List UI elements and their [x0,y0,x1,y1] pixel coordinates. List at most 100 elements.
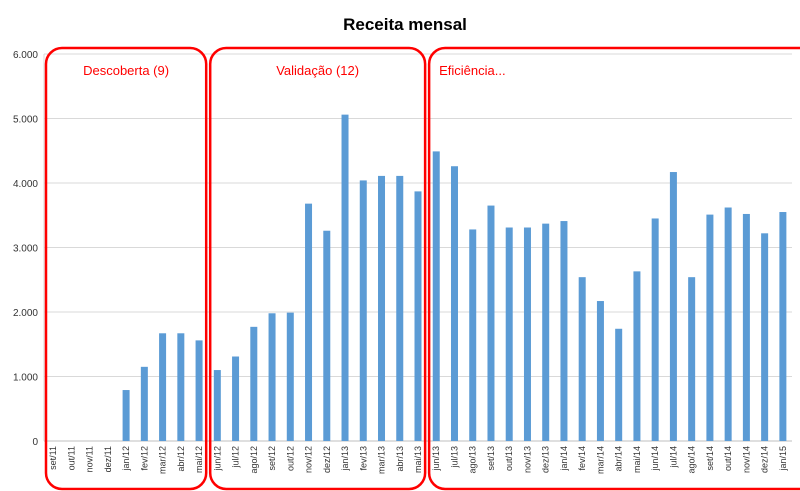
x-tick-label: dez/14 [760,446,770,473]
bar [432,151,440,441]
x-tick-label: fev/12 [139,446,149,471]
bar [232,356,240,441]
bar [742,213,750,441]
y-axis: 0 1.000 2.000 3.000 4.000 5.000 6.000 [13,50,38,448]
bar [706,214,714,441]
bar [542,223,550,441]
x-tick-label: jan/12 [121,446,131,472]
y-tick-label: 5.000 [13,115,38,126]
x-tick-label: dez/13 [541,446,551,473]
bar [140,366,148,441]
x-tick-label: set/14 [705,446,715,471]
x-tick-label: set/13 [486,446,496,471]
bar [159,333,167,441]
phase-annotation: Eficiência... [427,46,800,491]
bar [578,277,586,441]
x-tick-label: abr/12 [176,446,186,472]
x-tick-label: mai/12 [194,446,204,473]
phase-label: Eficiência... [439,63,505,78]
bar [523,227,531,441]
bar [615,328,623,441]
phase-label: Validação (12) [276,63,359,78]
x-tick-label: ago/13 [468,446,478,474]
phase-box [44,46,208,491]
x-tick-label: jul/14 [668,446,678,469]
x-tick-label: mar/12 [158,446,168,474]
bar [396,175,404,441]
bar [633,271,641,441]
bar [761,233,769,441]
x-tick-label: dez/11 [103,446,113,472]
phase-box [208,46,427,491]
bar [378,175,386,441]
bar [268,313,276,441]
bar [341,114,349,441]
x-tick-label: fev/14 [577,446,587,471]
x-tick-label: out/14 [723,446,733,471]
bar [560,221,568,441]
x-tick-label: abr/13 [395,446,405,472]
x-tick-label: jun/13 [431,446,441,472]
y-tick-label: 2.000 [13,308,38,319]
bar [469,229,477,441]
x-tick-label: nov/13 [522,446,532,473]
y-tick-label: 0 [32,437,38,448]
x-tick-label: dez/12 [322,446,332,473]
bar [213,370,221,441]
y-tick-label: 6.000 [13,50,38,61]
bar [669,172,677,441]
x-tick-label: set/11 [48,446,58,470]
phase-annotations: Descoberta (9) Validação (12) Eficiência..… [44,46,800,491]
x-tick-label: fev/13 [358,446,368,471]
bar [505,227,513,441]
x-tick-label: jan/14 [559,446,569,472]
x-tick-label: out/11 [66,446,76,470]
x-tick-label: jan/13 [340,446,350,472]
x-tick-label: nov/14 [741,446,751,473]
bar [487,205,495,441]
x-tick-label: ago/12 [249,446,259,474]
x-tick-label: jun/12 [212,446,222,472]
bars [122,114,787,442]
y-tick-label: 4.000 [13,179,38,190]
x-tick-label: mai/13 [413,446,423,473]
bar [651,218,659,441]
bar [305,203,313,441]
x-tick-label: nov/11 [85,446,95,472]
bar [596,301,604,441]
bar [286,312,294,441]
phase-label: Descoberta (9) [83,63,169,78]
bar [779,212,787,441]
bar [724,207,732,441]
x-tick-label: out/12 [285,446,295,471]
y-tick-label: 3.000 [13,244,38,255]
phase-box [427,46,800,491]
x-tick-label: jul/13 [449,446,459,469]
x-tick-label: abr/14 [614,446,624,472]
x-tick-label: jul/12 [231,446,241,469]
x-tick-label: out/13 [504,446,514,471]
phase-annotation: Descoberta (9) [44,46,208,491]
x-tick-label: jun/14 [650,446,660,472]
bar [195,340,203,441]
bar [688,277,696,441]
bar [122,390,130,441]
x-tick-label: mai/14 [632,446,642,473]
bar [414,191,422,441]
x-axis: set/11 out/11 nov/11 dez/11 jan/12 fev/12 mar/… [48,446,788,474]
bar [323,230,331,441]
phase-annotation: Validação (12) [208,46,427,491]
x-tick-label: mar/13 [377,446,387,474]
bar [450,166,458,442]
x-tick-label: nov/12 [304,446,314,473]
x-tick-label: set/12 [267,446,277,471]
x-tick-label: ago/14 [687,446,697,474]
bar [250,326,258,441]
bar [359,180,367,442]
x-tick-label: mar/14 [595,446,605,474]
y-tick-label: 1.000 [13,373,38,384]
bar [177,333,185,441]
chart-title: Receita mensal [343,15,467,34]
x-tick-label: jan/15 [778,446,788,472]
